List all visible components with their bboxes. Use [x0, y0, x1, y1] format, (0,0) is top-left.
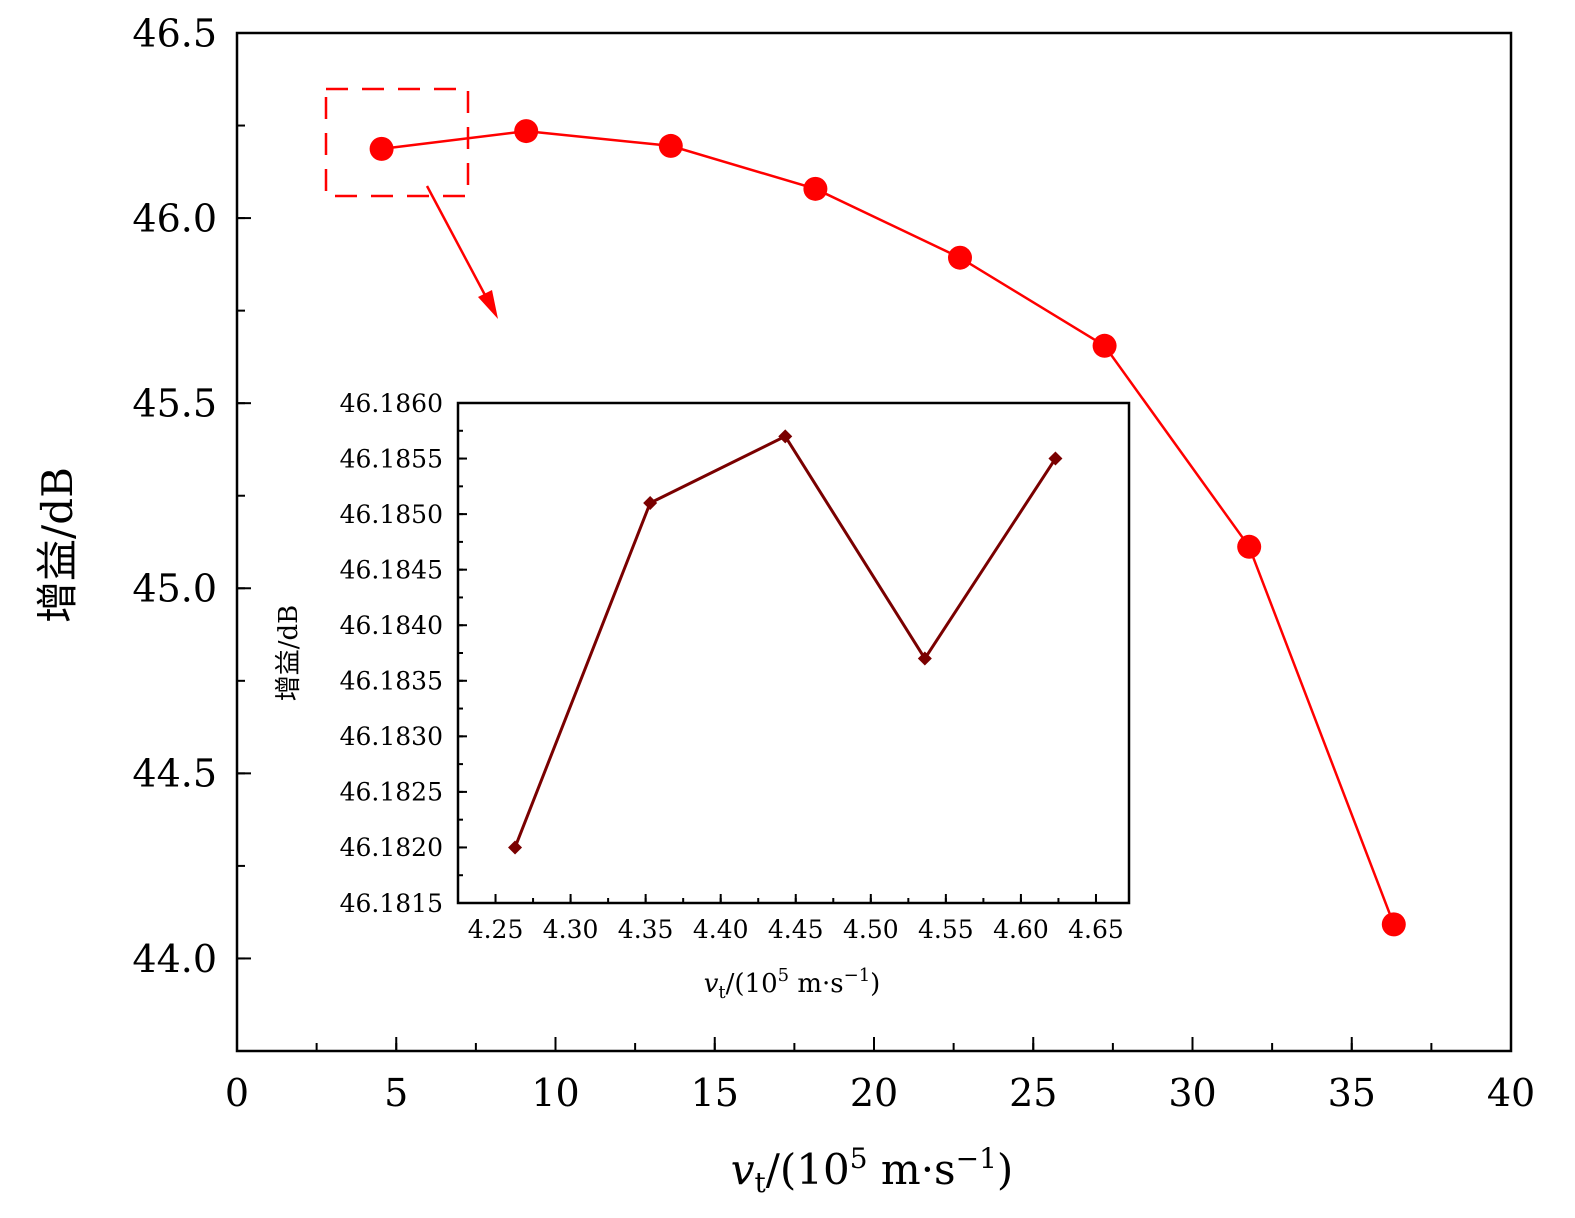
main-plot: 0 5 10 15 20 25 30 35 40 44.0 44.5 45.0 45.5 46.0 46.5	[132, 11, 1535, 1115]
x-tick-label: 10	[531, 1071, 579, 1115]
x-tick-label: 4.40	[693, 915, 749, 944]
y-tick-label: 46.5	[132, 11, 217, 55]
y-tick-label: 46.0	[132, 196, 217, 240]
y-tick-label: 46.1845	[340, 555, 443, 584]
x-tick-label: 4.50	[843, 915, 899, 944]
x-tick-label: 4.65	[1068, 915, 1124, 944]
data-point	[778, 429, 793, 444]
x-tick-label: 30	[1168, 1071, 1216, 1115]
x-tick-label: 25	[1009, 1071, 1057, 1115]
data-point	[1381, 912, 1406, 937]
data-point	[643, 496, 658, 510]
y-tick-label: 44.5	[132, 752, 217, 796]
x-tick-label: 5	[384, 1071, 408, 1115]
main-x-label: vt/(105 m·s−1)	[731, 1142, 1014, 1199]
x-tick-label: 4.60	[993, 915, 1049, 944]
x-tick-label: 4.45	[768, 915, 824, 944]
x-tick-label: 4.30	[543, 915, 599, 944]
data-point	[1048, 451, 1063, 466]
zoom-annotation	[324, 87, 498, 319]
series-line	[513, 434, 1057, 848]
series-line	[381, 129, 1395, 925]
data-point	[514, 119, 539, 144]
y-tick-label: 45.0	[132, 567, 217, 611]
data-point	[947, 245, 972, 270]
x-tick-label: 4.35	[618, 915, 674, 944]
y-tick-label: 46.1815	[340, 889, 443, 918]
x-tick-label: 20	[850, 1071, 898, 1115]
inset-y-label: 增益/dB	[274, 605, 304, 702]
y-tick-label: 46.1825	[340, 778, 443, 807]
y-tick-label: 46.1860	[340, 389, 443, 418]
data-point	[1092, 333, 1117, 358]
y-tick-label: 46.1840	[340, 611, 443, 640]
data-point	[369, 136, 394, 161]
x-tick-label: 35	[1328, 1071, 1376, 1115]
y-tick-label: 46.1850	[340, 500, 443, 529]
data-point	[508, 840, 523, 855]
x-tick-label: 4.55	[918, 915, 974, 944]
y-tick-label: 45.5	[132, 381, 217, 425]
main-y-label: 增益/dB	[33, 467, 82, 623]
y-tick-label: 44.0	[132, 937, 217, 981]
x-tick-label: 40	[1487, 1071, 1535, 1115]
data-point	[1237, 534, 1262, 559]
y-tick-label: 46.1855	[340, 444, 443, 473]
x-tick-label: 0	[225, 1071, 249, 1115]
x-tick-label: 15	[691, 1071, 739, 1115]
data-point	[917, 651, 932, 666]
data-point	[803, 176, 828, 201]
plot-frame	[456, 401, 1131, 905]
inset-x-label: vt/(105 m·s−1)	[704, 965, 881, 1003]
inset-plot: 4.25 4.30 4.35 4.40 4.45 4.50 4.55 4.60 4.65 46.1…	[340, 389, 1131, 944]
x-tick-label: 4.25	[468, 915, 524, 944]
y-tick-label: 46.1820	[340, 833, 443, 862]
y-tick-label: 46.1835	[340, 667, 443, 696]
data-point	[658, 133, 683, 158]
zoom-arrow-line	[425, 185, 496, 313]
y-tick-label: 46.1830	[340, 722, 443, 751]
zoom-arrow-head	[478, 290, 498, 319]
zoom-box	[324, 87, 470, 198]
